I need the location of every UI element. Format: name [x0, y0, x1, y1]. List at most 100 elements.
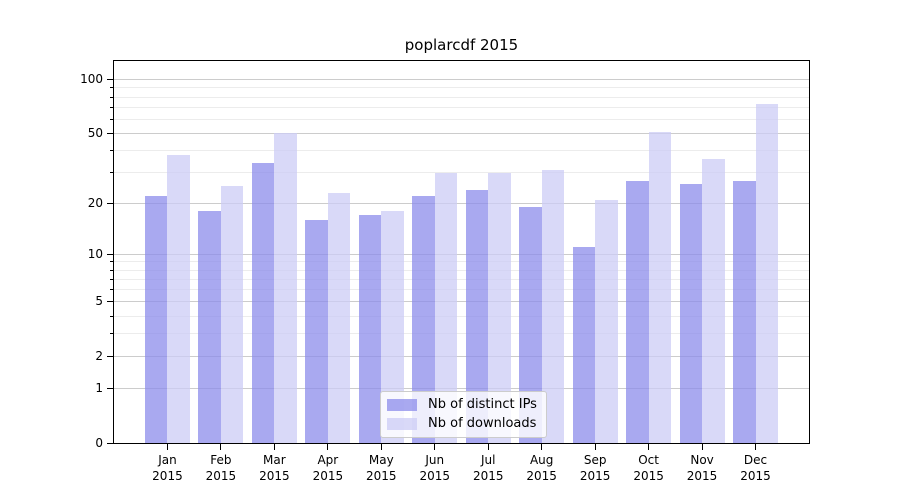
x-tick-mark-dec — [755, 444, 757, 450]
gridline-major — [114, 202, 809, 204]
x-tick-label-aug: Aug 2015 — [512, 452, 572, 484]
x-tick-month: Feb — [210, 453, 232, 467]
bar-oct-distinct-ips — [626, 180, 649, 443]
y-tick-label-100: 100 — [80, 72, 103, 87]
x-tick-year: 2015 — [633, 469, 664, 483]
plot-area — [113, 60, 810, 444]
bar-jun-distinct-ips — [412, 196, 435, 443]
x-tick-month: Apr — [317, 453, 339, 467]
bar-aug-distinct-ips — [519, 207, 542, 443]
y-tick-label-1: 1 — [95, 380, 103, 395]
bar-jul-distinct-ips — [465, 189, 489, 443]
x-tick-label-nov: Nov 2015 — [672, 452, 732, 484]
y-tick-mark-minor-4 — [110, 315, 113, 317]
bar-jan-downloads — [167, 154, 190, 443]
x-tick-month: May — [368, 453, 394, 467]
x-tick-month: Jun — [425, 453, 445, 467]
x-tick-year: 2015 — [312, 469, 344, 483]
bar-may-downloads — [381, 211, 404, 443]
bar-feb-distinct-ips — [198, 211, 221, 443]
x-tick-month: Jul — [480, 453, 496, 467]
gridline-major — [114, 356, 809, 357]
chart-title: poplarcdf 2015 — [404, 36, 519, 54]
gridline-minor — [114, 315, 809, 317]
gridline-minor — [114, 150, 809, 152]
y-tick-label-10: 10 — [87, 246, 103, 261]
x-tick-year: 2015 — [259, 469, 290, 483]
bar-jun-downloads — [434, 172, 458, 443]
y-tick-label-2: 2 — [95, 349, 103, 363]
y-tick-mark-minor-70 — [110, 106, 113, 108]
bar-dec-distinct-ips — [733, 180, 756, 443]
legend-swatch-downloads-icon — [387, 418, 417, 430]
bar-aug-downloads — [541, 170, 565, 443]
y-tick-mark-minor-40 — [110, 150, 113, 152]
x-tick-label-oct: Oct 2015 — [619, 452, 679, 484]
y-tick-mark-minor-6 — [110, 289, 113, 291]
x-tick-label-jul: Jul 2015 — [458, 452, 518, 484]
y-tick-mark-minor-9 — [110, 261, 113, 263]
x-tick-year: 2015 — [686, 469, 718, 483]
x-tick-mark-nov — [701, 444, 703, 450]
y-tick-mark-1 — [107, 387, 113, 389]
gridline-major — [114, 387, 809, 389]
gridline-major — [114, 132, 809, 134]
gridline-minor — [114, 106, 809, 108]
x-tick-month: Jan — [158, 453, 177, 467]
x-tick-mark-oct — [648, 444, 650, 450]
bar-apr-downloads — [327, 192, 351, 443]
gridline-minor — [114, 269, 809, 271]
gridline-minor — [114, 278, 809, 280]
legend-swatch-distinct-ips-icon — [387, 399, 417, 411]
bar-oct-downloads — [648, 131, 672, 443]
gridline-minor — [114, 333, 809, 335]
x-tick-label-mar: Mar 2015 — [244, 452, 304, 484]
gridline-minor — [114, 289, 809, 291]
legend-label-distinct-ips: Nb of distinct IPs — [428, 397, 537, 412]
y-tick-label-0: 0 — [95, 435, 103, 450]
y-tick-mark-minor-80 — [110, 96, 113, 98]
y-tick-mark-minor-30 — [110, 172, 113, 174]
x-tick-label-jun: Jun 2015 — [405, 452, 465, 484]
gridline-minor — [114, 96, 809, 98]
bar-apr-distinct-ips — [305, 219, 328, 443]
x-tick-year: 2015 — [419, 469, 451, 483]
x-tick-year: 2015 — [472, 469, 504, 483]
x-tick-year: 2015 — [152, 469, 183, 483]
x-tick-year: 2015 — [205, 469, 237, 483]
bar-jan-distinct-ips — [144, 196, 168, 443]
legend-box: Nb of distinct IPs Nb of downloads — [380, 391, 547, 438]
y-tick-mark-minor-60 — [110, 118, 113, 120]
x-tick-label-apr: Apr 2015 — [298, 452, 358, 484]
y-tick-mark-50 — [107, 132, 113, 134]
legend-label-downloads: Nb of downloads — [428, 416, 537, 431]
y-tick-mark-minor-7 — [110, 278, 113, 280]
bar-nov-distinct-ips — [679, 183, 703, 443]
bar-mar-downloads — [274, 133, 297, 443]
x-tick-month: Mar — [263, 453, 286, 467]
gridline-minor — [114, 261, 809, 263]
legend-entry-downloads: Nb of downloads — [387, 416, 537, 432]
x-tick-mark-mar — [273, 444, 275, 450]
x-tick-year: 2015 — [526, 469, 557, 483]
y-tick-mark-10 — [107, 253, 113, 255]
y-tick-mark-0 — [107, 442, 113, 444]
bar-mar-distinct-ips — [251, 163, 275, 443]
x-tick-month: Aug — [529, 453, 554, 467]
bar-dec-downloads — [755, 104, 779, 443]
y-tick-mark-minor-3 — [110, 333, 113, 335]
gridline-major — [114, 253, 809, 255]
bar-sep-distinct-ips — [572, 247, 596, 443]
x-tick-mark-aug — [541, 444, 543, 450]
y-tick-mark-minor-90 — [110, 87, 113, 89]
x-tick-mark-sep — [594, 444, 596, 450]
gridline-minor — [114, 118, 809, 120]
y-tick-mark-5 — [107, 301, 113, 303]
x-tick-mark-may — [380, 444, 382, 450]
y-tick-mark-2 — [107, 356, 113, 357]
x-tick-mark-jan — [166, 444, 168, 450]
x-tick-label-jan: Jan 2015 — [137, 452, 197, 484]
gridline-minor — [114, 87, 809, 89]
x-tick-label-sep: Sep 2015 — [565, 452, 625, 484]
